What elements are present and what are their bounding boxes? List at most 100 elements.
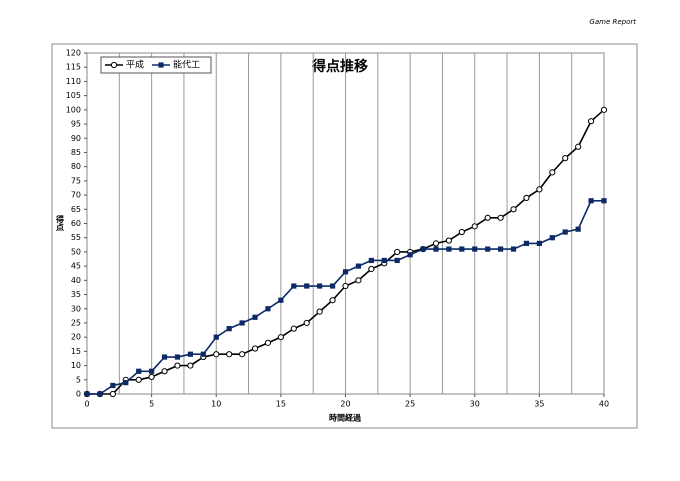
- y-tick-label: 5: [76, 375, 81, 384]
- data-point: [510, 206, 517, 213]
- data-point: [200, 351, 206, 357]
- data-point: [342, 269, 349, 275]
- data-point: [549, 169, 556, 176]
- data-point: [446, 246, 452, 252]
- legend-label: 能代工: [173, 59, 200, 71]
- data-point: [562, 229, 568, 235]
- data-point: [355, 277, 362, 284]
- data-point: [277, 334, 284, 341]
- data-point: [407, 252, 413, 258]
- y-tick-label: 15: [71, 347, 81, 356]
- data-point: [174, 362, 181, 369]
- x-tick-label: 25: [405, 400, 415, 409]
- y-tick-label: 25: [71, 318, 81, 327]
- data-point: [84, 391, 90, 397]
- x-tick-label: 10: [211, 400, 221, 409]
- data-point: [252, 314, 258, 320]
- data-point: [458, 228, 465, 236]
- y-tick-label: 105: [66, 91, 81, 100]
- y-tick-label: 45: [71, 262, 81, 271]
- data-point: [213, 334, 219, 340]
- y-tick-label: 55: [71, 233, 81, 242]
- data-point: [329, 283, 336, 289]
- data-point: [291, 283, 297, 289]
- y-tick-label: 10: [71, 361, 81, 370]
- data-point: [575, 143, 582, 150]
- data-point: [213, 351, 220, 358]
- data-point: [187, 351, 193, 357]
- data-point: [316, 308, 323, 315]
- x-tick-label: 40: [599, 400, 609, 409]
- data-point: [394, 248, 401, 256]
- data-point: [600, 106, 608, 113]
- data-point: [161, 368, 168, 375]
- data-point: [265, 306, 271, 312]
- data-point: [97, 391, 103, 397]
- data-point: [394, 257, 400, 264]
- x-tick-label: 20: [340, 400, 350, 409]
- data-point: [601, 198, 607, 204]
- data-point: [368, 265, 375, 273]
- y-tick-label: 85: [71, 148, 81, 157]
- legend-label: 平成: [126, 59, 144, 71]
- y-tick-label: 75: [71, 176, 81, 185]
- y-tick-label: 95: [71, 120, 81, 129]
- y-tick-label: 115: [66, 63, 81, 72]
- chart-title: 得点推移: [311, 58, 368, 75]
- data-point: [433, 246, 439, 252]
- data-point: [536, 186, 543, 193]
- x-tick-label: 35: [534, 400, 544, 409]
- data-point: [251, 345, 259, 352]
- data-point: [110, 382, 116, 389]
- y-tick-label: 40: [71, 276, 81, 285]
- data-point: [187, 362, 194, 369]
- data-point: [471, 223, 478, 230]
- y-tick-label: 0: [76, 390, 81, 399]
- y-tick-label: 110: [66, 77, 81, 86]
- data-point: [303, 319, 310, 327]
- legend-marker: [110, 61, 118, 69]
- y-tick-label: 100: [66, 105, 81, 114]
- data-point: [445, 237, 452, 244]
- data-point: [174, 354, 181, 360]
- data-point: [368, 257, 374, 264]
- data-point: [536, 240, 542, 246]
- data-point: [290, 325, 297, 332]
- y-tick-label: 50: [71, 247, 81, 256]
- data-point: [472, 246, 478, 252]
- data-point: [355, 263, 362, 269]
- data-point: [420, 246, 426, 252]
- data-point: [135, 376, 142, 383]
- data-point: [485, 246, 491, 252]
- data-point: [342, 282, 349, 290]
- y-tick-label: 120: [66, 49, 81, 58]
- data-point: [523, 194, 530, 202]
- x-tick-label: 15: [276, 400, 286, 409]
- data-point: [278, 297, 284, 303]
- data-point: [498, 246, 504, 252]
- data-point: [264, 339, 272, 346]
- x-axis-label: 時間経過: [329, 413, 362, 423]
- data-point: [588, 198, 594, 204]
- data-point: [562, 155, 569, 162]
- data-point: [523, 240, 530, 246]
- data-point: [149, 368, 155, 374]
- y-tick-label: 65: [71, 205, 81, 214]
- data-point: [226, 351, 233, 358]
- data-point: [497, 214, 504, 221]
- data-point: [432, 240, 440, 247]
- data-point: [484, 214, 491, 221]
- data-point: [317, 283, 323, 289]
- y-tick-label: 90: [71, 134, 81, 143]
- legend-marker: [158, 62, 164, 68]
- y-tick-label: 60: [71, 219, 81, 228]
- x-tick-label: 0: [84, 400, 89, 409]
- data-point: [575, 226, 581, 232]
- data-point: [239, 351, 246, 358]
- y-tick-label: 20: [71, 333, 81, 342]
- y-tick-label: 70: [71, 191, 81, 200]
- data-point: [123, 380, 129, 386]
- data-point: [549, 235, 555, 241]
